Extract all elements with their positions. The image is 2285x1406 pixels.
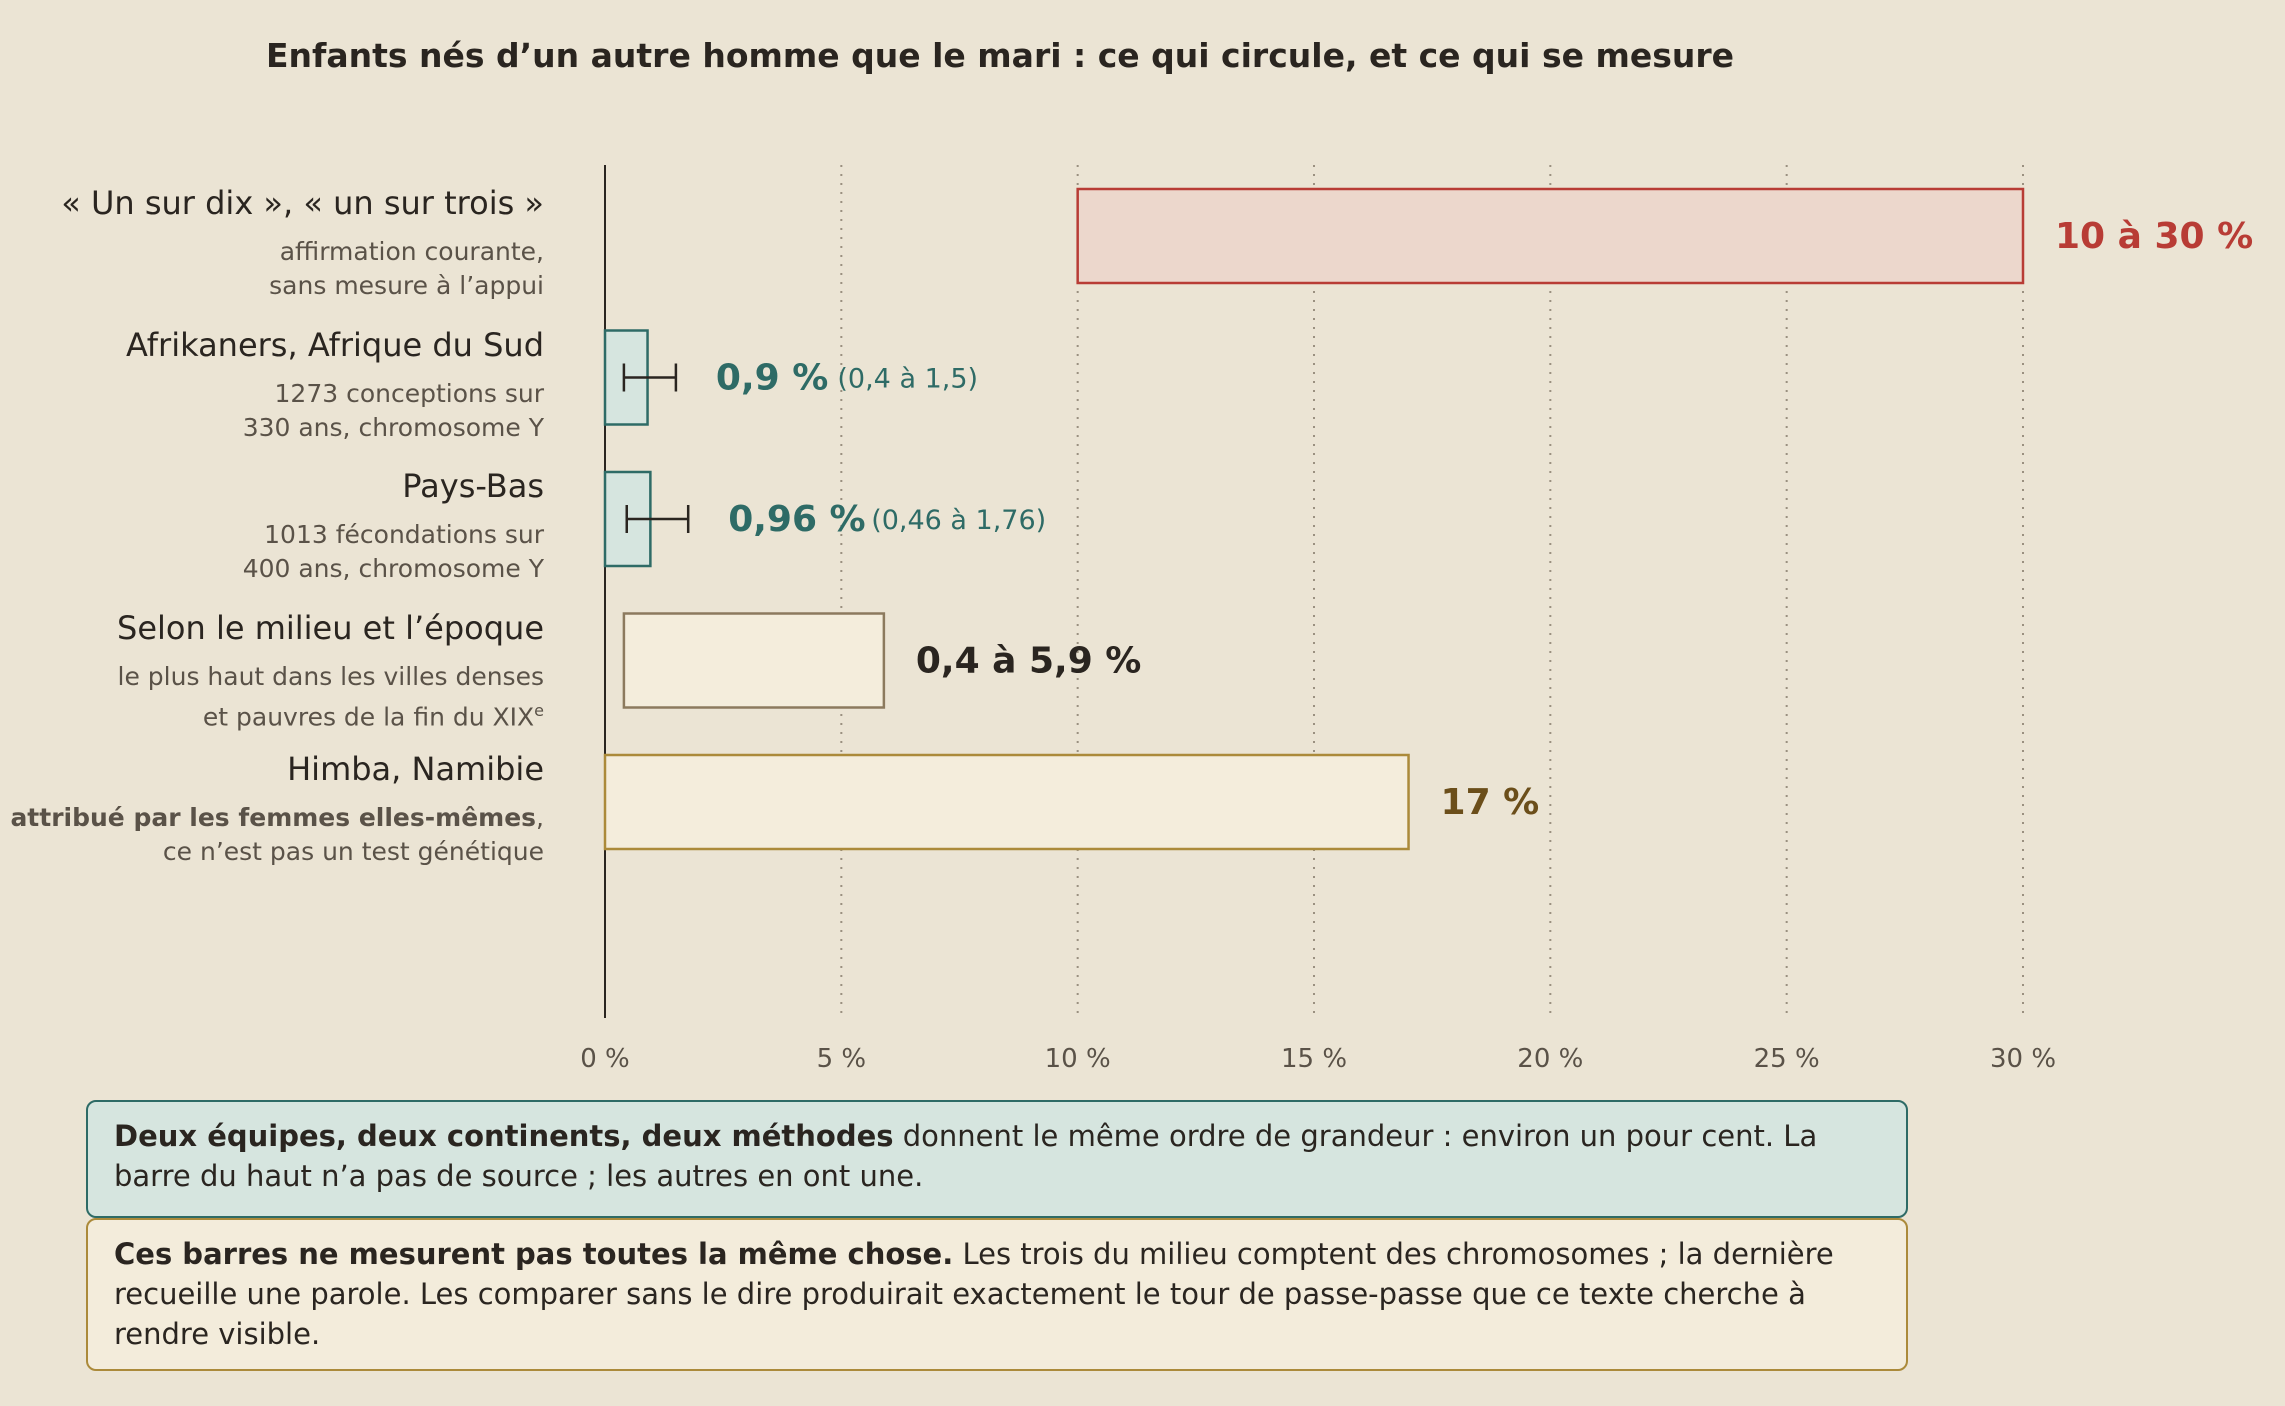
note-measures-bold: Ces barres ne mesurent pas toutes la mêm… — [114, 1237, 954, 1271]
bar — [603, 753, 1410, 851]
x-tick-label: 5 % — [817, 1044, 867, 1074]
category-sublabel: 1273 conceptions sur 330 ans, chromosome … — [242, 378, 544, 442]
x-tick-label: 25 % — [1754, 1044, 1820, 1074]
category-label: Selon le milieu et l’époque — [117, 608, 544, 647]
x-tick-label: 15 % — [1281, 1044, 1347, 1074]
category-label: Himba, Namibie — [287, 750, 544, 788]
range-label: (0,4 à 1,5) — [837, 364, 978, 395]
chart-plot: 0 % 5 % 10 % 15 % 20 % 25 % 30 % 10 à 30 % 0,9 %… — [580, 165, 2253, 1074]
category-sublabel: attribué par les femmes elles-mêmes, ce n… — [10, 803, 544, 866]
data-label: 0,4 à 5,9 % — [916, 641, 1142, 682]
data-label: 10 à 30 % — [2055, 216, 2253, 257]
note-methods-text: donnent le même ordre de grandeur : envi… — [114, 1119, 1818, 1193]
data-label: 17 % — [1441, 782, 1540, 823]
category-label: « Un sur dix », « un sur trois » — [61, 184, 544, 222]
bar — [622, 612, 886, 709]
data-label: 0,96 % — [728, 499, 865, 540]
category-sublabel: le plus haut dans les villes denses et pa… — [117, 661, 544, 731]
x-tick-label: 30 % — [1990, 1044, 2056, 1074]
note-methods-bold: Deux équipes, deux continents, deux méth… — [114, 1119, 894, 1153]
range-label: (0,46 à 1,76) — [871, 505, 1046, 536]
category-sublabel: 1013 fécondations sur 400 ans, chromosome… — [242, 520, 544, 583]
category-sublabel: affirmation courante, sans mesure à l’app… — [269, 237, 544, 300]
note-measures-text: Les trois du milieu comptent des chromos… — [114, 1237, 1834, 1351]
note-box-measures: Ces barres ne mesurent pas toutes la mêm… — [86, 1218, 1908, 1371]
data-label: 0,9 % — [716, 358, 828, 399]
x-tick-label: 20 % — [1517, 1044, 1583, 1074]
chart-title: Enfants nés d’un autre homme que le mari… — [265, 36, 1735, 75]
x-tick-label: 0 % — [580, 1044, 630, 1074]
x-tick-label: 10 % — [1045, 1044, 1111, 1074]
category-label: Pays-Bas — [402, 467, 544, 505]
note-box-methods: Deux équipes, deux continents, deux méth… — [86, 1100, 1908, 1218]
category-label: Afrikaners, Afrique du Sud — [126, 325, 544, 364]
bar — [1076, 187, 2025, 285]
